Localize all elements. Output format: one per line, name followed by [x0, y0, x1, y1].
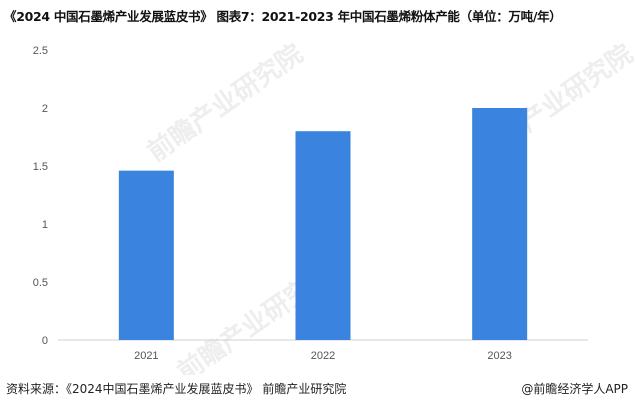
y-tick-label: 1 — [42, 219, 48, 231]
x-tick-label: 2023 — [487, 350, 511, 362]
chart-title: 《2024 中国石墨烯产业发展蓝皮书》 图表7：2021-2023 年中国石墨烯… — [4, 9, 562, 24]
y-tick-label: 2.5 — [33, 45, 48, 57]
watermark: 前瞻产业研究院 — [142, 38, 309, 168]
y-tick-label: 1.5 — [33, 161, 48, 173]
bar-2023 — [472, 108, 528, 340]
bar-2022 — [295, 131, 351, 340]
bar-2021 — [118, 170, 174, 340]
source-note: 资料来源：《2024中国石墨烯产业发展蓝皮书》 前瞻产业研究院 — [6, 382, 347, 396]
brand-label: @前瞻经济学人APP — [521, 382, 628, 396]
x-tick-label: 2022 — [311, 350, 335, 362]
y-tick-label: 0 — [42, 335, 48, 347]
y-tick-label: 0.5 — [33, 277, 48, 289]
y-tick-label: 2 — [42, 103, 48, 115]
x-tick-label: 2021 — [134, 350, 158, 362]
